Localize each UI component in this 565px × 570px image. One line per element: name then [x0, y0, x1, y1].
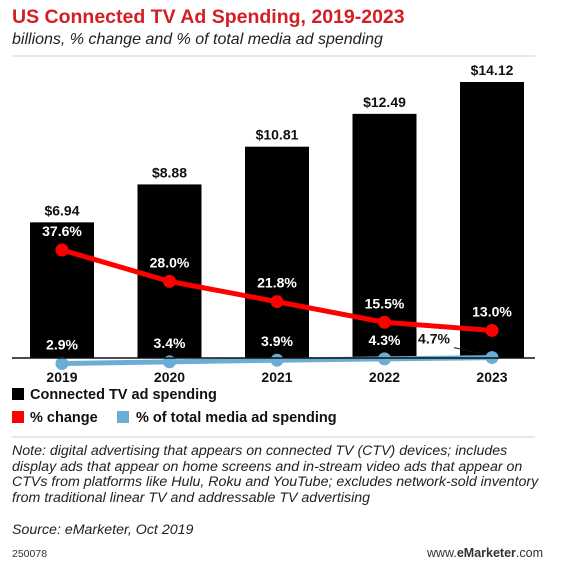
- share-callout-line: [453, 347, 487, 356]
- change-point-2022: [378, 315, 391, 329]
- share-value-label: 2.9%: [46, 336, 78, 352]
- share-value-label: 4.3%: [369, 332, 401, 348]
- change-value-label: 13.0%: [472, 303, 512, 319]
- chart-source: Source: eMarketer, Oct 2019: [12, 522, 194, 538]
- bar-value-label: $12.49: [363, 94, 406, 110]
- bar-2020: [137, 184, 202, 358]
- footer-brand-suffix: .com: [515, 546, 543, 560]
- share-value-label: 4.7%: [418, 331, 450, 347]
- change-value-label: 21.8%: [257, 275, 297, 291]
- footer-brand-name: eMarketer: [456, 546, 516, 560]
- change-point-2023: [485, 323, 499, 337]
- x-tick-label: 2023: [476, 369, 507, 385]
- footer-brand: www.eMarketer.com: [427, 546, 543, 560]
- chart-svg: $6.94 $8.88 $10.81 $12.49 $14.12 37.6% 28.0% 21…: [12, 55, 535, 438]
- share-point-2019: [55, 356, 69, 370]
- share-point-2022: [378, 352, 391, 366]
- x-tick-label: 2021: [261, 369, 292, 385]
- x-tick-label: 2022: [369, 369, 400, 385]
- x-tick-label: 2019: [46, 369, 77, 385]
- change-value-label: 28.0%: [150, 254, 190, 270]
- bar-value-label: $6.94: [44, 202, 79, 218]
- footer-chart-id: 250078: [12, 548, 48, 560]
- chart-note: Note: digital advertising that appears o…: [12, 443, 539, 506]
- change-point-2020: [163, 274, 176, 288]
- bar-2021: [245, 146, 309, 358]
- legend-swatch-bars: [12, 388, 24, 400]
- legend-label-share: % of total media ad spending: [136, 410, 337, 426]
- share-point-2021: [270, 353, 284, 367]
- footer-brand-prefix: www.: [426, 546, 457, 560]
- legend-label-bars: Connected TV ad spending: [30, 387, 217, 403]
- bar-value-label: $14.12: [471, 62, 514, 78]
- share-value-label: 3.9%: [261, 333, 293, 349]
- legend-swatch-share: [117, 411, 129, 423]
- bar-2023: [460, 82, 524, 358]
- bar-value-label: $8.88: [152, 164, 187, 180]
- chart-subtitle: billions, % change and % of total media …: [12, 31, 383, 48]
- share-value-label: 3.4%: [154, 335, 186, 351]
- change-point-2021: [270, 295, 284, 309]
- change-value-label: 37.6%: [42, 223, 82, 239]
- change-point-2019: [55, 243, 69, 257]
- legend-swatch-change: [12, 411, 24, 423]
- legend-label-change: % change: [30, 410, 98, 426]
- chart-title: US Connected TV Ad Spending, 2019-2023: [12, 6, 405, 28]
- change-value-label: 15.5%: [365, 295, 405, 311]
- x-tick-label: 2020: [154, 369, 185, 385]
- bar-value-label: $10.81: [256, 127, 299, 143]
